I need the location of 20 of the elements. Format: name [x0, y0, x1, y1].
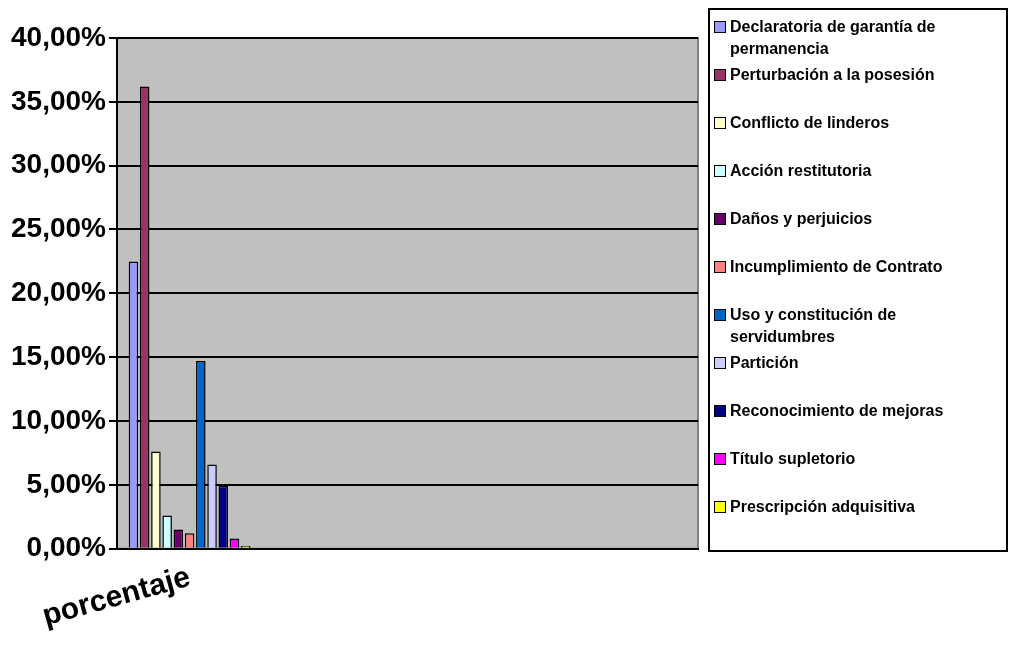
legend-label: Incumplimiento de Contrato — [730, 257, 943, 277]
y-tick-label: 40,00% — [11, 20, 107, 52]
legend-label: Conflicto de linderos — [730, 113, 890, 133]
y-tick-label: 5,00% — [26, 467, 107, 499]
y-tick-label: 0,00% — [26, 531, 107, 563]
legend-label: Daños y perjuicios — [730, 209, 873, 229]
legend-label: Reconocimiento de mejoras — [730, 401, 944, 421]
y-tick-label: 25,00% — [11, 212, 107, 244]
legend-label: Perturbación a la posesión — [730, 65, 935, 85]
y-tick-label: 30,00% — [11, 148, 107, 180]
y-tick-label: 20,00% — [11, 276, 107, 308]
legend-label: Uso y constitución de servidumbres — [730, 305, 898, 347]
legend-label: Prescripción adquisitiva — [730, 497, 915, 517]
legend-label: Declaratoria de garantía de permanencia — [730, 17, 937, 59]
legend-label: Título supletorio — [730, 449, 856, 469]
y-tick-label: 10,00% — [11, 403, 107, 435]
legend-label: Acción restitutoria — [730, 161, 872, 181]
y-tick-label: 35,00% — [11, 84, 107, 116]
y-tick-label: 15,00% — [11, 339, 107, 371]
legend-label: Partición — [730, 353, 799, 373]
